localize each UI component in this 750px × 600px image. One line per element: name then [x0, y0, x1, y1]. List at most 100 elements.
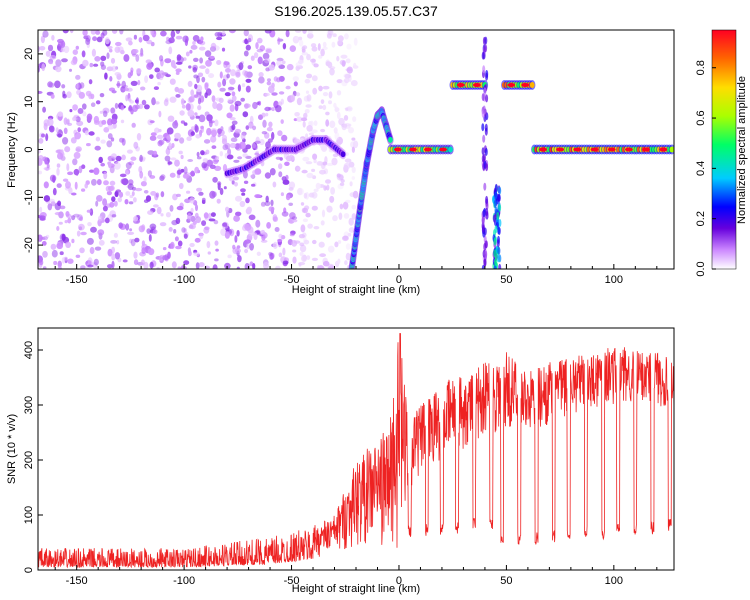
spectral-blob: [345, 68, 352, 72]
spectral-blob: [278, 91, 285, 95]
spectral-blob: [197, 97, 202, 105]
spectral-blob: [481, 154, 485, 163]
spectral-blob: [271, 107, 275, 112]
spectral-blob: [307, 223, 313, 229]
spectral-blob: [42, 106, 46, 113]
spectral-blob: [187, 80, 193, 87]
spectral-blob: [285, 85, 291, 90]
spectral-blob: [236, 230, 240, 237]
spectral-blob: [77, 214, 83, 221]
spectral-blob: [147, 248, 155, 256]
spectral-blob: [71, 192, 77, 196]
spectral-blob: [293, 81, 298, 87]
spectral-blob: [111, 65, 117, 72]
spectral-blob: [333, 127, 338, 134]
spectral-blob: [245, 125, 250, 130]
spectral-blob: [103, 127, 110, 133]
x-tick-label: -50: [284, 274, 300, 286]
spectral-blob: [125, 170, 129, 175]
spectral-blob: [484, 36, 488, 45]
spectral-blob: [164, 58, 172, 64]
spectral-blob: [264, 200, 271, 207]
spectral-blob: [498, 263, 502, 269]
spectral-blob: [313, 159, 317, 164]
spectral-blob: [120, 105, 124, 111]
spectral-blob: [176, 174, 181, 179]
spectral-blob: [245, 44, 251, 51]
spectral-blob: [74, 132, 81, 140]
spectral-blob: [485, 163, 489, 172]
spectral-blob: [278, 163, 283, 170]
spectral-blob: [196, 75, 200, 84]
spectral-blob: [128, 104, 133, 111]
spectral-peak: [590, 147, 599, 152]
spectral-blob: [114, 252, 121, 260]
spectral-blob: [133, 216, 139, 222]
spectral-blob: [281, 176, 287, 182]
spectral-blob: [212, 264, 218, 269]
spectral-blob: [47, 118, 54, 127]
spectral-blob: [157, 81, 161, 86]
spectral-blob: [272, 241, 278, 249]
spectral-blob: [496, 212, 500, 220]
spectral-blob: [485, 195, 489, 204]
spectral-blob: [56, 163, 61, 168]
spectral-blob: [179, 110, 185, 116]
spectral-blob: [297, 59, 304, 64]
spectral-blob: [199, 57, 204, 64]
spectral-blob: [230, 69, 236, 77]
spectral-blob: [54, 80, 61, 89]
spectral-blob: [244, 40, 249, 45]
spectral-blob: [111, 30, 118, 34]
colorbar-ticks: 0.0 0.2 0.4 0.6 0.8: [695, 60, 716, 277]
spectral-blob: [72, 49, 79, 55]
spectral-blob: [243, 180, 249, 184]
spectral-blob: [170, 157, 177, 161]
spectral-blob: [348, 161, 355, 168]
spectral-blob: [47, 44, 54, 52]
spectral-blob: [151, 97, 156, 106]
spectral-blob: [64, 146, 71, 153]
spectral-blob: [180, 120, 185, 124]
spectral-blob: [84, 130, 90, 136]
spectral-blob: [265, 67, 270, 72]
spectral-blob: [115, 189, 122, 193]
spectral-blob: [296, 116, 303, 122]
spectral-blob: [227, 86, 234, 92]
x-tick-label: -100: [173, 274, 195, 286]
spectral-blob: [250, 174, 255, 178]
spectral-blob: [39, 215, 46, 221]
spectral-blob: [63, 45, 70, 54]
spectral-peak: [456, 83, 465, 87]
spectral-blob: [207, 251, 211, 255]
spectral-blob: [66, 91, 72, 99]
spectral-blob: [77, 127, 81, 133]
spectral-blob: [481, 217, 485, 225]
spectral-blob: [107, 133, 113, 140]
spectral-blob: [252, 101, 258, 110]
spectral-blob: [104, 72, 108, 80]
spectral-blob: [48, 61, 54, 65]
spectral-blob: [485, 201, 489, 210]
spectral-blob: [339, 182, 345, 186]
spectral-blob: [110, 185, 115, 191]
spectral-blob: [240, 132, 246, 140]
spectral-blob: [175, 94, 181, 98]
spectral-blob: [281, 134, 288, 142]
spectral-blob: [140, 259, 145, 266]
spectral-blob: [481, 147, 485, 156]
spectral-blob: [279, 157, 283, 161]
spectral-blob: [143, 190, 149, 194]
spectral-blob: [278, 64, 286, 69]
spectral-blob: [98, 239, 105, 246]
spectral-blob: [121, 154, 126, 161]
spectral-blob: [107, 124, 115, 130]
spectral-blob: [203, 212, 209, 219]
spectral-blob: [265, 112, 269, 117]
spectral-blob: [217, 181, 222, 186]
spectral-blob: [288, 217, 295, 224]
spectral-blob: [136, 133, 142, 141]
spectral-blob: [252, 169, 259, 176]
spectral-blob: [174, 236, 179, 242]
spectral-blob: [340, 179, 345, 183]
